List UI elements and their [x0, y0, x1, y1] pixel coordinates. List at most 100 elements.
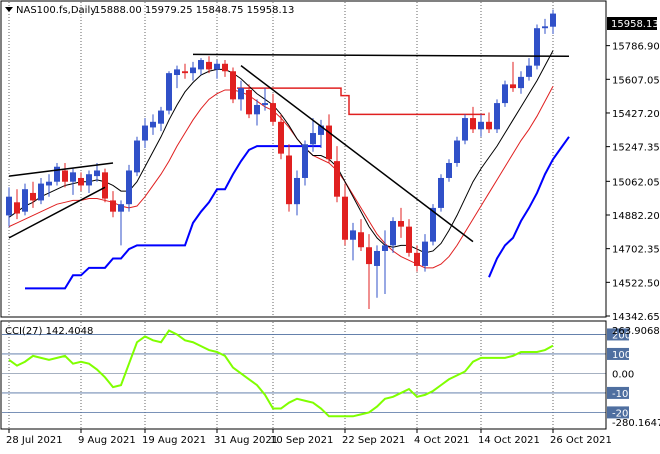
candle-body-21	[174, 69, 180, 76]
candle-body-19	[158, 110, 164, 124]
candle-body-56	[454, 140, 460, 163]
candle-16	[134, 136, 140, 177]
candle-59	[478, 114, 484, 137]
candle-body-39	[318, 125, 324, 135]
price-tick-label-4: 15062.05	[612, 177, 660, 188]
candle-20	[166, 71, 172, 115]
time-tick-label-2: 19 Aug 2021	[142, 435, 206, 446]
trendline-upper-left-black	[8, 162, 114, 177]
candle-36	[294, 170, 300, 216]
trendline-horizontal-black	[192, 53, 570, 58]
candle-34	[278, 114, 284, 160]
candle-9	[78, 172, 84, 192]
cci-series-line	[8, 329, 554, 418]
candle-body-61	[494, 103, 500, 130]
candle-body-44	[358, 232, 364, 248]
candle-52	[422, 234, 428, 272]
candle-26	[214, 60, 220, 79]
candle-body-43	[350, 230, 356, 240]
candle-body-7	[62, 170, 68, 182]
candle-19	[158, 106, 164, 132]
candle-30	[246, 84, 252, 119]
candle-body-5	[46, 181, 52, 186]
cci-axis: 200 100 0.00 -100 -200 263.9068 -280.1647	[607, 326, 660, 429]
candle-66	[534, 24, 540, 70]
trendline-lower-left-black	[8, 186, 106, 239]
candle-27	[222, 60, 228, 77]
cci-bottom-label: -280.1647	[612, 418, 660, 429]
candle-body-25	[206, 61, 212, 70]
ma-blue-seg-1	[488, 136, 570, 278]
candle-25	[206, 56, 212, 74]
time-tick-label-6: 4 Oct 2021	[414, 435, 469, 446]
candle-body-3	[30, 192, 36, 201]
candle-body-26	[214, 63, 220, 70]
candle-3	[30, 181, 36, 208]
time-tick-label-5: 22 Sep 2021	[342, 435, 405, 446]
candle-body-4	[38, 183, 44, 201]
candles	[6, 9, 556, 310]
candle-body-8	[70, 172, 76, 182]
candle-body-59	[478, 121, 484, 130]
candle-body-51	[414, 252, 420, 266]
candle-57	[462, 114, 468, 145]
candle-body-0	[6, 196, 12, 216]
indicator-pane-border	[0, 320, 607, 430]
candle-body-22	[182, 71, 188, 74]
candle-35	[286, 144, 292, 212]
dropdown-triangle-icon[interactable]	[5, 7, 13, 12]
candle-4	[38, 177, 44, 205]
candle-body-17	[142, 125, 148, 141]
candle-55	[446, 159, 452, 182]
candle-body-28	[230, 71, 236, 100]
candle-48	[390, 217, 396, 253]
candle-body-6	[54, 166, 60, 182]
candle-1	[14, 189, 20, 220]
cci-level-box-4	[607, 406, 629, 419]
candle-body-41	[334, 161, 340, 197]
candle-body-11	[94, 170, 100, 177]
candle-15	[126, 164, 132, 212]
candle-body-34	[278, 121, 284, 154]
cci-top-label: 263.9068	[612, 326, 660, 337]
candle-body-30	[246, 89, 252, 115]
candle-67	[542, 18, 548, 34]
candle-body-35	[286, 155, 292, 205]
price-tick-label-3: 15247.35	[612, 143, 660, 154]
candle-41	[334, 146, 340, 203]
candle-body-46	[374, 250, 380, 266]
candle-body-55	[446, 162, 452, 178]
candle-31	[254, 99, 260, 126]
candle-56	[454, 136, 460, 167]
candle-body-18	[150, 121, 156, 128]
candle-6	[54, 162, 60, 186]
candle-body-54	[438, 177, 444, 208]
candle-10	[86, 170, 92, 193]
candle-body-63	[510, 84, 516, 89]
time-axis: 28 Jul 2021 9 Aug 2021 19 Aug 2021 31 Aug 2…	[6, 429, 612, 446]
current-price-label: 15958.13	[611, 19, 659, 30]
candle-body-52	[422, 241, 428, 266]
candle-11	[94, 162, 100, 182]
candle-33	[270, 93, 276, 126]
time-tick-label-8: 26 Oct 2021	[550, 435, 612, 446]
candle-50	[406, 219, 412, 257]
candle-21	[174, 65, 180, 89]
candle-42	[342, 183, 348, 246]
candle-60	[486, 112, 492, 134]
price-tick-label-7: 14522.50	[612, 278, 660, 289]
candle-24	[198, 58, 204, 76]
cci-level-label-2: 0.00	[612, 369, 634, 380]
candle-body-23	[190, 67, 196, 74]
candle-body-67	[542, 26, 548, 29]
candle-37	[302, 140, 308, 186]
candle-body-29	[238, 88, 244, 100]
candle-body-27	[222, 63, 228, 72]
cci-level-label-3: -100	[612, 389, 635, 400]
candle-body-38	[310, 133, 316, 145]
candle-2	[22, 183, 28, 216]
candle-54	[438, 174, 444, 212]
